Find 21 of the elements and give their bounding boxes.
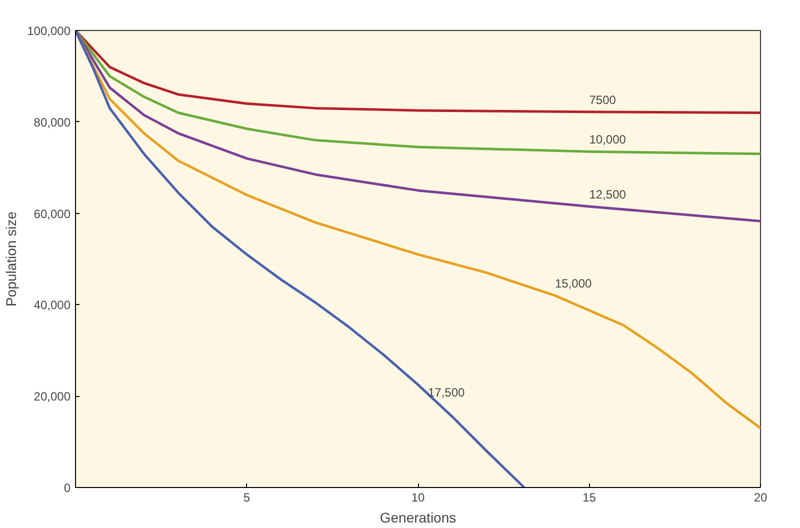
x-tick-label: 10 [411, 490, 425, 504]
y-tick-label: 100,000 [27, 24, 71, 38]
y-tick-label: 40,000 [34, 298, 71, 312]
line-series [76, 30, 760, 114]
series-label: 15,000 [555, 276, 592, 291]
x-tick-label: 15 [582, 490, 596, 504]
y-tick-label: 0 [64, 481, 71, 495]
x-tick-label: 5 [243, 490, 250, 504]
y-axis-title: Population size [3, 211, 20, 306]
series-label: 17,500 [428, 386, 466, 400]
y-tick-label: 20,000 [34, 390, 71, 404]
y-tick-label: 60,000 [34, 206, 71, 221]
series-label: 7500 [589, 92, 616, 107]
line-series [76, 30, 760, 222]
y-tick-label: 80,000 [34, 115, 71, 130]
x-tick-label: 20 [754, 490, 768, 504]
line-series [76, 30, 760, 156]
series-label: 10,000 [589, 132, 626, 147]
series-label: 12,500 [589, 187, 626, 202]
x-axis-title: Generations [380, 510, 456, 526]
line-series [76, 30, 760, 430]
